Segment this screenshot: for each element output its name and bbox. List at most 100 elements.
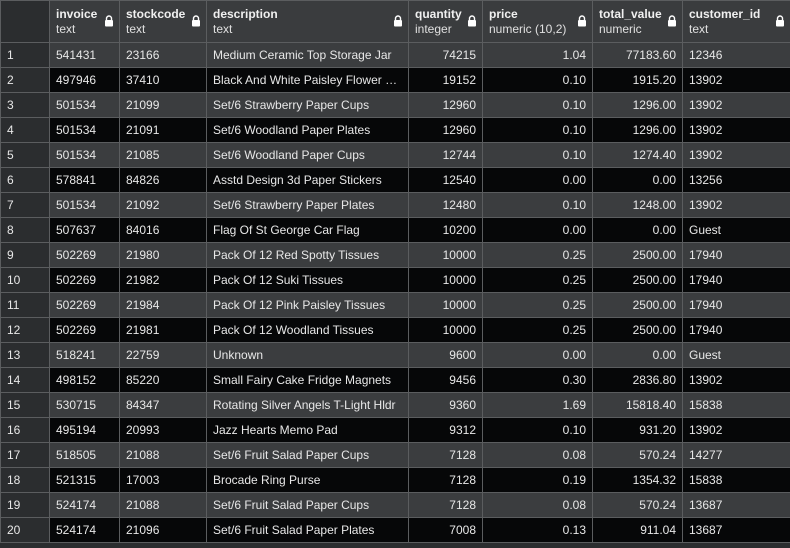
cell-quantity[interactable]: 9456	[408, 367, 483, 393]
cell-quantity[interactable]: 10000	[408, 317, 483, 343]
cell-description[interactable]: Set/6 Woodland Paper Cups	[206, 142, 409, 168]
cell-price[interactable]: 0.10	[482, 67, 593, 93]
cell-customer-id[interactable]: 15838	[682, 392, 790, 418]
cell-total-value[interactable]: 15818.40	[592, 392, 683, 418]
column-header-price[interactable]: price numeric (10,2)	[482, 0, 593, 43]
cell-customer-id[interactable]: 17940	[682, 292, 790, 318]
table-row[interactable]: 15 530715 84347 Rotating Silver Angels T-Li…	[0, 392, 790, 418]
row-number[interactable]: 2	[0, 67, 50, 93]
cell-stockcode[interactable]: 84826	[119, 167, 207, 193]
cell-description[interactable]: Pack Of 12 Red Spotty Tissues	[206, 242, 409, 268]
cell-stockcode[interactable]: 21096	[119, 517, 207, 543]
cell-description[interactable]: Set/6 Woodland Paper Plates	[206, 117, 409, 143]
cell-customer-id[interactable]: 13902	[682, 142, 790, 168]
cell-stockcode[interactable]: 21984	[119, 292, 207, 318]
cell-stockcode[interactable]: 21981	[119, 317, 207, 343]
cell-stockcode[interactable]: 21088	[119, 492, 207, 518]
cell-total-value[interactable]: 1915.20	[592, 67, 683, 93]
cell-total-value[interactable]: 2500.00	[592, 317, 683, 343]
cell-total-value[interactable]: 2500.00	[592, 292, 683, 318]
table-row[interactable]: 2 497946 37410 Black And White Paisley Flow…	[0, 67, 790, 93]
row-number[interactable]: 1	[0, 42, 50, 68]
cell-total-value[interactable]: 1248.00	[592, 192, 683, 218]
cell-stockcode[interactable]: 20993	[119, 417, 207, 443]
row-number[interactable]: 14	[0, 367, 50, 393]
cell-invoice[interactable]: 501534	[49, 142, 120, 168]
cell-price[interactable]: 0.25	[482, 242, 593, 268]
cell-customer-id[interactable]: 15838	[682, 467, 790, 493]
cell-quantity[interactable]: 12744	[408, 142, 483, 168]
cell-description[interactable]: Jazz Hearts Memo Pad	[206, 417, 409, 443]
cell-price[interactable]: 0.08	[482, 442, 593, 468]
table-row[interactable]: 4 501534 21091 Set/6 Woodland Paper Plates 1…	[0, 117, 790, 143]
cell-quantity[interactable]: 9312	[408, 417, 483, 443]
cell-total-value[interactable]: 570.24	[592, 442, 683, 468]
cell-description[interactable]: Brocade Ring Purse	[206, 467, 409, 493]
cell-price[interactable]: 0.08	[482, 492, 593, 518]
cell-invoice[interactable]: 578841	[49, 167, 120, 193]
cell-customer-id[interactable]: 13256	[682, 167, 790, 193]
cell-invoice[interactable]: 495194	[49, 417, 120, 443]
cell-customer-id[interactable]: 13902	[682, 92, 790, 118]
row-number[interactable]: 8	[0, 217, 50, 243]
row-number[interactable]: 17	[0, 442, 50, 468]
row-number[interactable]: 3	[0, 92, 50, 118]
row-number[interactable]: 10	[0, 267, 50, 293]
cell-total-value[interactable]: 1296.00	[592, 92, 683, 118]
cell-total-value[interactable]: 911.04	[592, 517, 683, 543]
table-row[interactable]: 10 502269 21982 Pack Of 12 Suki Tissues 1000…	[0, 267, 790, 293]
cell-invoice[interactable]: 502269	[49, 242, 120, 268]
cell-description[interactable]: Set/6 Strawberry Paper Plates	[206, 192, 409, 218]
cell-customer-id[interactable]: 13687	[682, 492, 790, 518]
cell-invoice[interactable]: 524174	[49, 517, 120, 543]
table-row[interactable]: 16 495194 20993 Jazz Hearts Memo Pad 9312 0.1…	[0, 417, 790, 443]
table-row[interactable]: 13 518241 22759 Unknown 9600 0.00 0.00 Guest	[0, 342, 790, 368]
cell-price[interactable]: 0.00	[482, 217, 593, 243]
cell-invoice[interactable]: 502269	[49, 317, 120, 343]
column-header-quantity[interactable]: quantity integer	[408, 0, 483, 43]
cell-price[interactable]: 0.25	[482, 292, 593, 318]
table-row[interactable]: 5 501534 21085 Set/6 Woodland Paper Cups 127…	[0, 142, 790, 168]
cell-total-value[interactable]: 0.00	[592, 167, 683, 193]
cell-description[interactable]: Medium Ceramic Top Storage Jar	[206, 42, 409, 68]
cell-price[interactable]: 0.10	[482, 417, 593, 443]
cell-stockcode[interactable]: 17003	[119, 467, 207, 493]
cell-description[interactable]: Set/6 Fruit Salad Paper Cups	[206, 492, 409, 518]
cell-quantity[interactable]: 9600	[408, 342, 483, 368]
cell-total-value[interactable]: 1274.40	[592, 142, 683, 168]
cell-quantity[interactable]: 9360	[408, 392, 483, 418]
cell-price[interactable]: 0.13	[482, 517, 593, 543]
cell-description[interactable]: Set/6 Fruit Salad Paper Plates	[206, 517, 409, 543]
cell-description[interactable]: Set/6 Strawberry Paper Cups	[206, 92, 409, 118]
row-number-header[interactable]	[0, 0, 50, 43]
cell-price[interactable]: 0.25	[482, 267, 593, 293]
cell-quantity[interactable]: 7128	[408, 492, 483, 518]
cell-invoice[interactable]: 524174	[49, 492, 120, 518]
row-number[interactable]: 20	[0, 517, 50, 543]
cell-price[interactable]: 1.69	[482, 392, 593, 418]
cell-total-value[interactable]: 2500.00	[592, 242, 683, 268]
cell-stockcode[interactable]: 21088	[119, 442, 207, 468]
cell-stockcode[interactable]: 23166	[119, 42, 207, 68]
cell-total-value[interactable]: 2500.00	[592, 267, 683, 293]
row-number[interactable]: 11	[0, 292, 50, 318]
cell-quantity[interactable]: 12960	[408, 92, 483, 118]
cell-stockcode[interactable]: 21091	[119, 117, 207, 143]
cell-price[interactable]: 0.00	[482, 167, 593, 193]
row-number[interactable]: 19	[0, 492, 50, 518]
cell-total-value[interactable]: 2836.80	[592, 367, 683, 393]
cell-quantity[interactable]: 7128	[408, 442, 483, 468]
cell-invoice[interactable]: 541431	[49, 42, 120, 68]
cell-description[interactable]: Small Fairy Cake Fridge Magnets	[206, 367, 409, 393]
cell-invoice[interactable]: 501534	[49, 117, 120, 143]
table-row[interactable]: 6 578841 84826 Asstd Design 3d Paper Sticke…	[0, 167, 790, 193]
cell-invoice[interactable]: 498152	[49, 367, 120, 393]
column-header-customer-id[interactable]: customer_id text	[682, 0, 790, 43]
cell-quantity[interactable]: 10200	[408, 217, 483, 243]
cell-total-value[interactable]: 1354.32	[592, 467, 683, 493]
cell-customer-id[interactable]: 13902	[682, 67, 790, 93]
cell-total-value[interactable]: 1296.00	[592, 117, 683, 143]
cell-stockcode[interactable]: 22759	[119, 342, 207, 368]
row-number[interactable]: 9	[0, 242, 50, 268]
cell-price[interactable]: 1.04	[482, 42, 593, 68]
